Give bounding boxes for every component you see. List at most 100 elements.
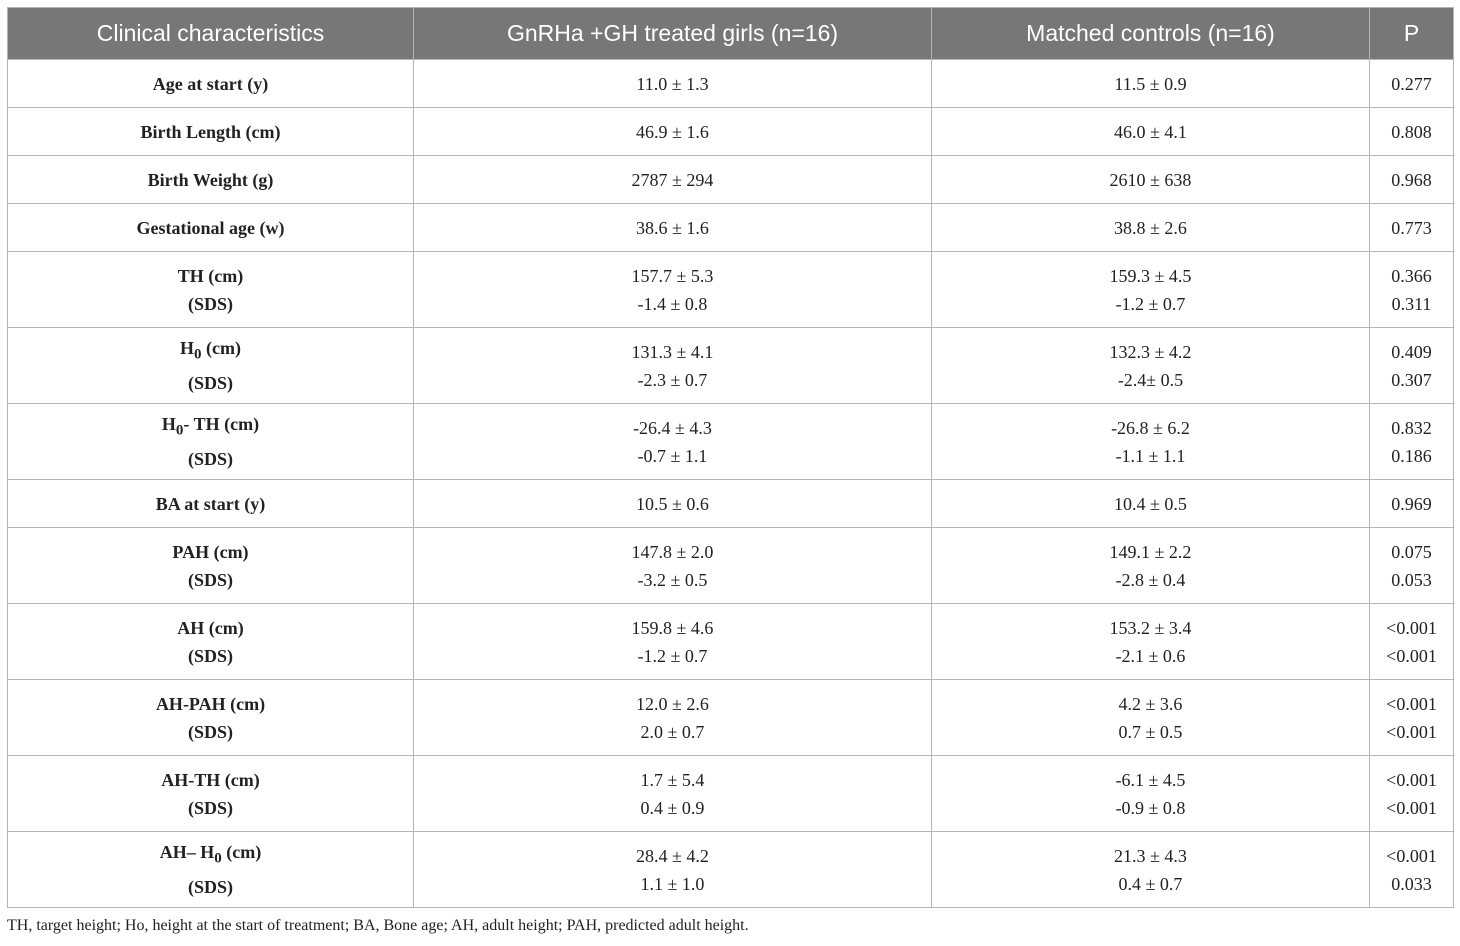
table-row: AH-PAH (cm) (SDS) 12.0 ± 2.6 2.0 ± 0.7 4.2 ±… (7, 679, 1454, 756)
table-row: AH-TH (cm) (SDS) 1.7 ± 5.4 0.4 ± 0.9 -6.1 ± … (7, 755, 1454, 832)
p-value: 0.968 (1391, 169, 1432, 190)
treated-value-cell: 131.3 ± 4.1 -2.3 ± 0.7 (413, 327, 932, 404)
control-value-cell: 149.1 ± 2.2 -2.8 ± 0.4 (931, 527, 1370, 604)
p-value-cell: 0.277 (1369, 59, 1454, 108)
row-label: Age at start (y) (152, 73, 269, 94)
control-value: -1.1 ± 1.1 (1115, 445, 1186, 466)
p-value-cell: 0.968 (1369, 155, 1454, 204)
control-value: 46.0 ± 4.1 (1114, 121, 1187, 142)
row-label: AH-TH (cm) (161, 769, 260, 790)
row-label: (SDS) (187, 721, 233, 742)
row-label-cell: AH-PAH (cm) (SDS) (7, 679, 414, 756)
p-value-cell: <0.001 0.033 (1369, 831, 1454, 908)
table-row: BA at start (y) 10.5 ± 0.6 10.4 ± 0.5 0.969 (7, 479, 1454, 528)
control-value: -1.2 ± 0.7 (1115, 293, 1186, 314)
treated-value: 11.0 ± 1.3 (636, 73, 709, 94)
treated-value-cell: 46.9 ± 1.6 (413, 107, 932, 156)
p-value-cell: <0.001 <0.001 (1369, 755, 1454, 832)
header-treated-girls: GnRHa +GH treated girls (n=16) (413, 7, 932, 60)
row-label: H0 (cm) (180, 338, 241, 363)
p-value-cell: <0.001 <0.001 (1369, 679, 1454, 756)
control-value-cell: 21.3 ± 4.3 0.4 ± 0.7 (931, 831, 1370, 908)
row-label-cell: H0- TH (cm) (SDS) (7, 403, 414, 480)
control-value: -2.1 ± 0.6 (1115, 645, 1186, 666)
control-value: 153.2 ± 3.4 (1109, 617, 1192, 638)
treated-value: 1.7 ± 5.4 (640, 769, 705, 790)
row-label-cell: Birth Weight (g) (7, 155, 414, 204)
control-value-cell: 2610 ± 638 (931, 155, 1370, 204)
p-value: <0.001 (1386, 845, 1437, 866)
treated-value: 1.1 ± 1.0 (640, 873, 705, 894)
p-value-cell: 0.409 0.307 (1369, 327, 1454, 404)
control-value-cell: 46.0 ± 4.1 (931, 107, 1370, 156)
control-value: 0.7 ± 0.5 (1118, 721, 1183, 742)
row-label-cell: TH (cm) (SDS) (7, 251, 414, 328)
row-label: (SDS) (187, 645, 233, 666)
table-row: PAH (cm) (SDS) 147.8 ± 2.0 -3.2 ± 0.5 149.1 … (7, 527, 1454, 604)
row-label-cell: H0 (cm) (SDS) (7, 327, 414, 404)
p-value: <0.001 (1386, 645, 1437, 666)
row-label: Birth Weight (g) (147, 169, 274, 190)
treated-value-cell: 147.8 ± 2.0 -3.2 ± 0.5 (413, 527, 932, 604)
treated-value: -3.2 ± 0.5 (637, 569, 708, 590)
row-label-cell: Age at start (y) (7, 59, 414, 108)
control-value-cell: 159.3 ± 4.5 -1.2 ± 0.7 (931, 251, 1370, 328)
row-label-cell: Birth Length (cm) (7, 107, 414, 156)
control-value-cell: -6.1 ± 4.5 -0.9 ± 0.8 (931, 755, 1370, 832)
control-value: 11.5 ± 0.9 (1114, 73, 1187, 94)
p-value: 0.277 (1391, 73, 1432, 94)
row-label-cell: AH– H0 (cm) (SDS) (7, 831, 414, 908)
table-row: H0- TH (cm) (SDS) -26.4 ± 4.3 -0.7 ± 1.1 -26… (7, 403, 1454, 480)
control-value: -2.4± 0.5 (1117, 369, 1184, 390)
treated-value-cell: 1.7 ± 5.4 0.4 ± 0.9 (413, 755, 932, 832)
treated-value: 159.8 ± 4.6 (631, 617, 714, 638)
treated-value-cell: 159.8 ± 4.6 -1.2 ± 0.7 (413, 603, 932, 680)
treated-value: 12.0 ± 2.6 (636, 693, 709, 714)
row-label: AH (cm) (177, 617, 244, 638)
p-value: 0.832 (1391, 417, 1432, 438)
treated-value: 0.4 ± 0.9 (640, 797, 705, 818)
row-label: Birth Length (cm) (140, 121, 281, 142)
control-value: 159.3 ± 4.5 (1109, 265, 1192, 286)
treated-value: -2.3 ± 0.7 (637, 369, 708, 390)
p-value: 0.969 (1391, 493, 1432, 514)
p-value: 0.033 (1391, 873, 1432, 894)
control-value-cell: 153.2 ± 3.4 -2.1 ± 0.6 (931, 603, 1370, 680)
row-label-cell: Gestational age (w) (7, 203, 414, 252)
row-label: PAH (cm) (172, 541, 249, 562)
p-value: 0.307 (1391, 369, 1432, 390)
treated-value-cell: 10.5 ± 0.6 (413, 479, 932, 528)
treated-value-cell: -26.4 ± 4.3 -0.7 ± 1.1 (413, 403, 932, 480)
control-value: 132.3 ± 4.2 (1109, 341, 1192, 362)
p-value: 0.311 (1391, 293, 1432, 314)
table-row: Birth Length (cm) 46.9 ± 1.6 46.0 ± 4.1 0.8… (7, 107, 1454, 156)
row-label-cell: AH-TH (cm) (SDS) (7, 755, 414, 832)
p-value: <0.001 (1386, 617, 1437, 638)
p-value-cell: 0.075 0.053 (1369, 527, 1454, 604)
row-label-cell: BA at start (y) (7, 479, 414, 528)
p-value: <0.001 (1386, 797, 1437, 818)
treated-value: -1.2 ± 0.7 (637, 645, 708, 666)
treated-value: 2787 ± 294 (631, 169, 714, 190)
control-value-cell: 38.8 ± 2.6 (931, 203, 1370, 252)
treated-value: -1.4 ± 0.8 (637, 293, 708, 314)
header-clinical-characteristics: Clinical characteristics (7, 7, 414, 60)
row-label-cell: PAH (cm) (SDS) (7, 527, 414, 604)
table-row: Birth Weight (g) 2787 ± 294 2610 ± 638 0.96… (7, 155, 1454, 204)
p-value: 0.186 (1391, 445, 1432, 466)
row-label: Gestational age (w) (136, 217, 285, 238)
treated-value-cell: 28.4 ± 4.2 1.1 ± 1.0 (413, 831, 932, 908)
row-label: (SDS) (187, 372, 233, 393)
row-label: (SDS) (187, 293, 233, 314)
treated-value: 28.4 ± 4.2 (636, 845, 709, 866)
row-label: AH– H0 (cm) (159, 842, 262, 867)
row-label-cell: AH (cm) (SDS) (7, 603, 414, 680)
p-value: 0.409 (1391, 341, 1432, 362)
p-value: 0.773 (1391, 217, 1432, 238)
p-value: 0.366 (1391, 265, 1432, 286)
treated-value-cell: 2787 ± 294 (413, 155, 932, 204)
p-value: 0.053 (1391, 569, 1432, 590)
treated-value: 2.0 ± 0.7 (640, 721, 705, 742)
row-label: (SDS) (187, 797, 233, 818)
control-value: -6.1 ± 4.5 (1115, 769, 1186, 790)
